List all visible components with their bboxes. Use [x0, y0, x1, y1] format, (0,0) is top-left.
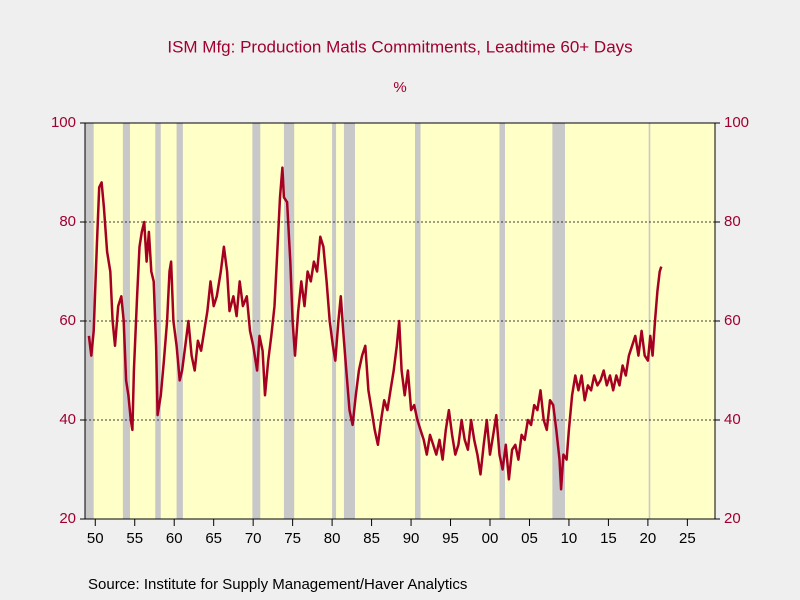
x-tick-label: 80	[324, 530, 341, 547]
x-tick-label: 05	[521, 530, 538, 547]
x-tick-label: 10	[561, 530, 578, 547]
y2-tick-label: 100	[724, 114, 749, 131]
chart-title: ISM Mfg: Production Matls Commitments, L…	[167, 37, 632, 56]
x-tick-label: 25	[679, 530, 696, 547]
source-note: Source: Institute for Supply Management/…	[88, 576, 467, 593]
y-tick-label: 60	[59, 312, 76, 329]
x-tick-label: 60	[166, 530, 183, 547]
x-tick-label: 70	[245, 530, 262, 547]
y-tick-label: 80	[59, 213, 76, 230]
x-tick-label: 20	[640, 530, 657, 547]
chart-subtitle: %	[393, 79, 406, 96]
x-tick-label: 65	[205, 530, 222, 547]
x-tick-label: 00	[482, 530, 499, 547]
recession-band	[176, 123, 183, 519]
y2-tick-label: 20	[724, 510, 741, 527]
recession-band	[252, 123, 261, 519]
x-tick-label: 55	[126, 530, 143, 547]
x-tick-label: 75	[284, 530, 301, 547]
y-tick-label: 100	[51, 114, 76, 131]
y-tick-label: 40	[59, 411, 76, 428]
x-tick-label: 90	[403, 530, 420, 547]
plot-frame	[84, 122, 716, 520]
x-tick-label: 50	[87, 530, 104, 547]
y2-tick-label: 40	[724, 411, 741, 428]
x-tick-label: 15	[600, 530, 617, 547]
y2-tick-label: 60	[724, 312, 741, 329]
x-tick-label: 95	[442, 530, 459, 547]
y2-tick-label: 80	[724, 213, 741, 230]
data-line	[87, 166, 663, 491]
x-tick-label: 85	[363, 530, 380, 547]
y-tick-label: 20	[59, 510, 76, 527]
